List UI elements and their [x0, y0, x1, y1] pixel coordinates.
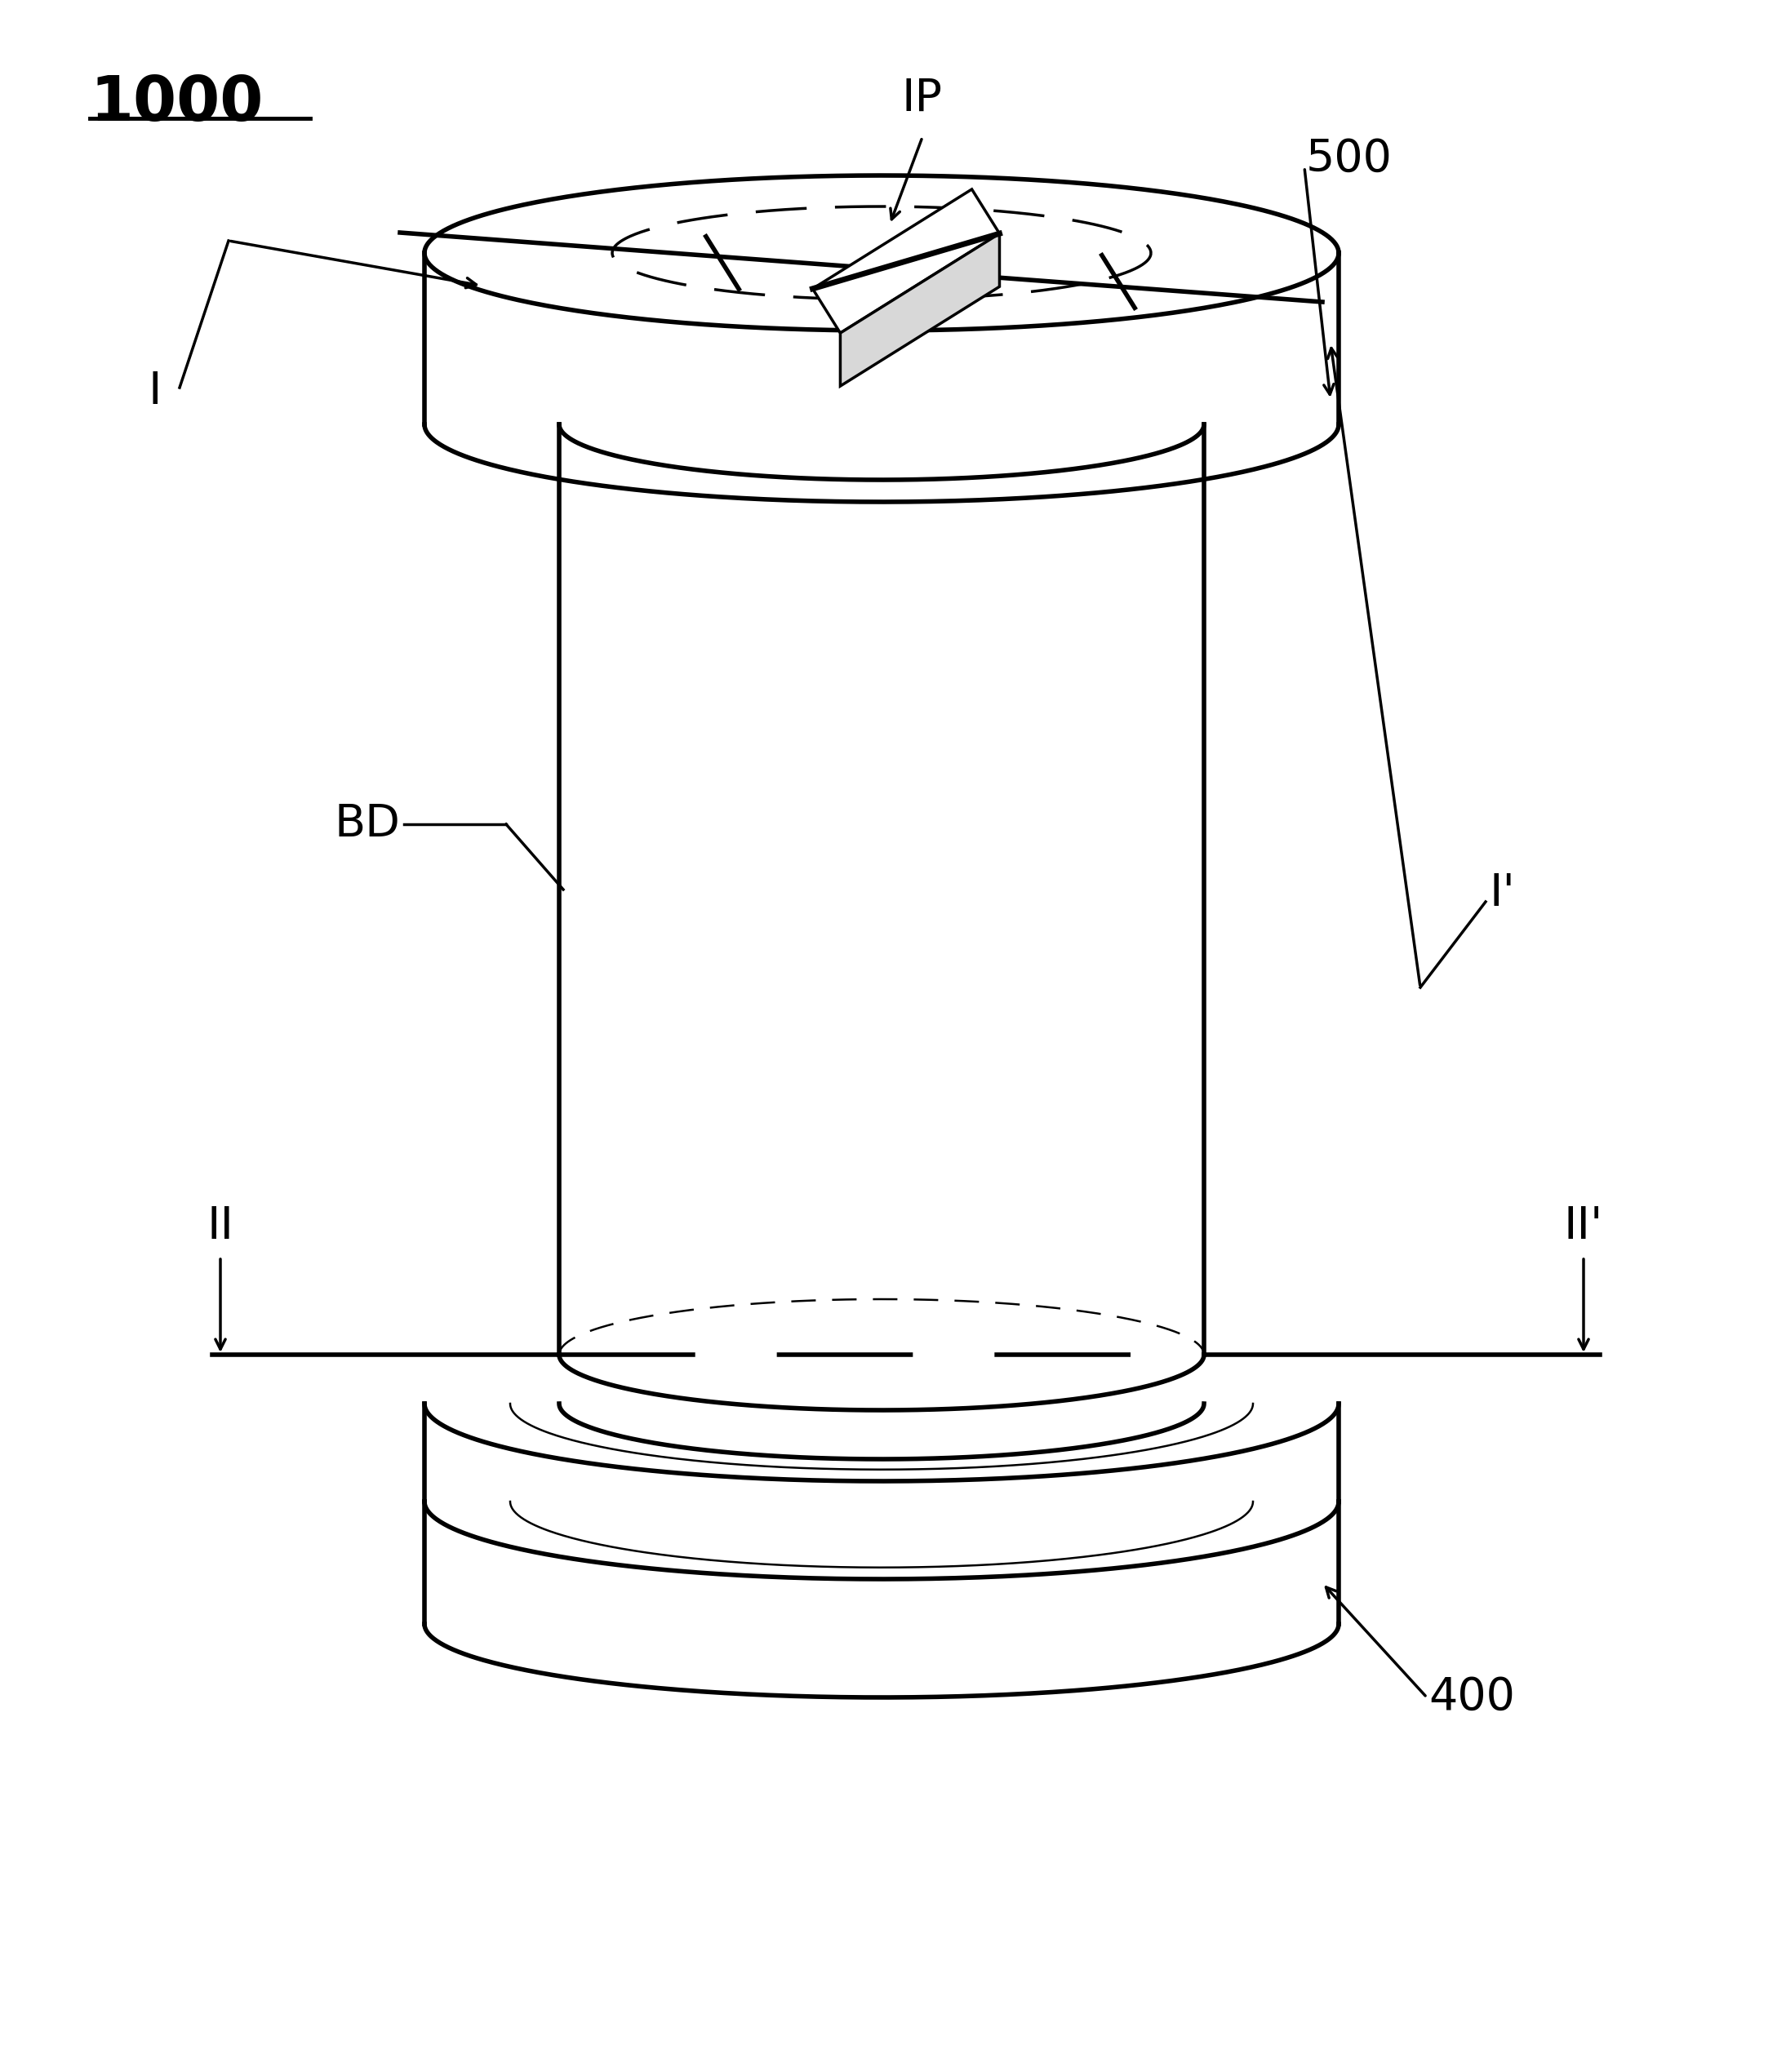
- Text: I: I: [148, 369, 163, 414]
- Text: 500: 500: [1306, 137, 1393, 180]
- Text: II: II: [207, 1204, 234, 1249]
- Text: 400: 400: [1429, 1676, 1515, 1720]
- Polygon shape: [813, 189, 1000, 334]
- Text: 1000: 1000: [89, 73, 263, 135]
- Text: BD: BD: [334, 802, 400, 845]
- Text: I': I': [1490, 872, 1515, 916]
- Polygon shape: [839, 234, 1000, 385]
- Text: II': II': [1565, 1204, 1604, 1249]
- Text: IP: IP: [902, 77, 943, 120]
